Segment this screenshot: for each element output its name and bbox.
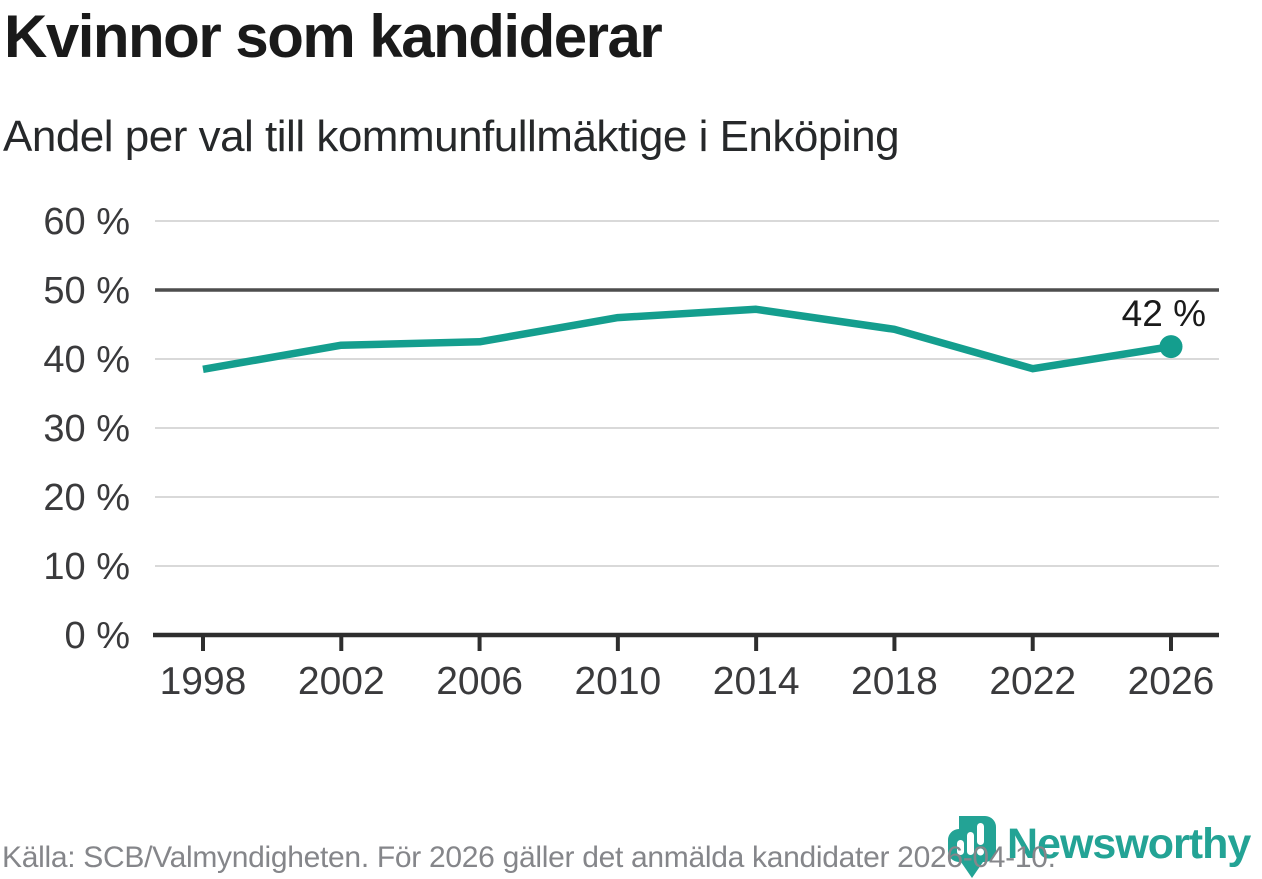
x-axis-label: 2014 bbox=[713, 660, 800, 703]
bar-exclamation bbox=[977, 823, 984, 845]
y-axis-label: 40 % bbox=[43, 339, 130, 381]
chart-pin-icon bbox=[948, 816, 996, 878]
trend-line bbox=[202, 305, 1172, 373]
bar-small bbox=[957, 840, 964, 855]
page-title: Kvinnor som kandiderar bbox=[4, 3, 663, 70]
y-axis-label: 0 % bbox=[65, 615, 130, 657]
end-point-value-label: 42 % bbox=[1122, 293, 1206, 334]
x-axis-label: 2006 bbox=[436, 660, 523, 703]
bar-medium bbox=[967, 832, 974, 855]
end-point-marker bbox=[1159, 335, 1183, 359]
exclamation-dot bbox=[977, 848, 984, 856]
x-axis-label: 1998 bbox=[160, 660, 247, 703]
y-axis-label: 30 % bbox=[43, 408, 130, 450]
x-axis-label: 2022 bbox=[989, 660, 1076, 703]
page-subtitle: Andel per val till kommunfullmäktige i E… bbox=[3, 112, 900, 161]
x-axis-label: 2002 bbox=[298, 660, 385, 703]
x-axis-label: 2026 bbox=[1128, 660, 1215, 703]
x-axis-label: 2018 bbox=[851, 660, 938, 703]
y-axis-label: 60 % bbox=[43, 201, 130, 243]
y-axis-label: 10 % bbox=[43, 546, 130, 588]
newsworthy-wordmark: Newsworthy bbox=[1007, 820, 1251, 868]
newsworthy-logo-icon bbox=[948, 816, 996, 878]
y-axis-label: 50 % bbox=[43, 270, 130, 312]
source-text: Källa: SCB/Valmyndigheten. För 2026 gäll… bbox=[2, 841, 1056, 874]
y-axis-label: 20 % bbox=[43, 477, 130, 519]
x-axis-label: 2010 bbox=[574, 660, 661, 703]
